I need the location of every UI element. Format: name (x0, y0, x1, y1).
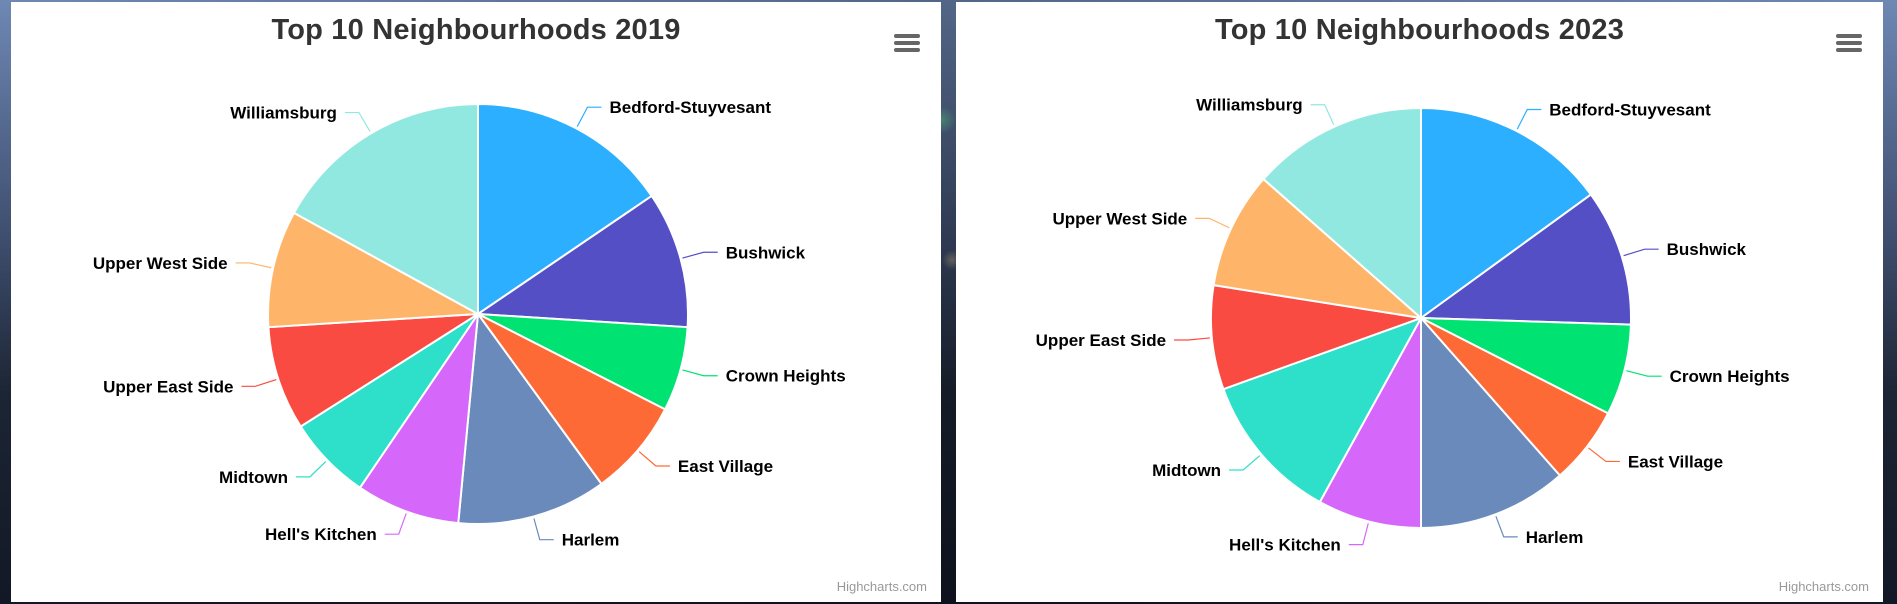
data-label-midtown: Midtown (1152, 461, 1221, 480)
data-label-williamsburg: Williamsburg (1196, 96, 1303, 115)
data-label-upper-east-side: Upper East Side (1036, 331, 1166, 350)
data-label-upper-west-side: Upper West Side (93, 254, 228, 273)
menu-bar (894, 41, 920, 45)
menu-bar (894, 48, 920, 52)
pie-slice-williamsburg[interactable] (1262, 107, 1422, 319)
menu-bar (1836, 34, 1862, 38)
data-label-bushwick: Bushwick (726, 243, 806, 262)
menu-bar (1836, 41, 1862, 45)
data-label-east-village: East Village (1628, 452, 1723, 471)
pie-slices (267, 103, 689, 525)
pie-slice-harlem[interactable] (1420, 317, 1561, 529)
connector-harlem (533, 518, 554, 541)
pie-slice-hell-s-kitchen[interactable] (1318, 317, 1422, 529)
pie-slice-east-village[interactable] (477, 313, 667, 485)
connector-upper-east-side (1174, 337, 1210, 341)
hamburger-menu-icon[interactable] (1833, 30, 1865, 56)
pie-slice-upper-west-side[interactable] (1212, 178, 1422, 319)
connector-bedford-stuyvesant (1516, 108, 1542, 130)
data-label-upper-west-side: Upper West Side (1052, 209, 1187, 228)
pie-slice-hell-s-kitchen[interactable] (358, 313, 479, 525)
connector-bushwick (1623, 248, 1659, 257)
credits-link[interactable]: Highcharts.com (1778, 579, 1869, 594)
connector-midtown (295, 461, 327, 478)
data-label-bushwick: Bushwick (1667, 240, 1747, 259)
data-label-harlem: Harlem (1526, 528, 1584, 547)
data-label-east-village: East Village (678, 457, 773, 476)
connector-harlem (1495, 516, 1518, 538)
pie-slice-midtown[interactable] (1222, 317, 1422, 504)
pie-slice-harlem[interactable] (457, 313, 603, 525)
chart-panel-2019: Top 10 Neighbourhoods 2019 Bedford-Stuyv… (11, 2, 941, 602)
chart-title: Top 10 Neighbourhoods 2019 (271, 14, 681, 46)
data-label-bedford-stuyvesant: Bedford-Stuyvesant (609, 98, 771, 117)
pie-slice-upper-east-side[interactable] (267, 313, 479, 428)
connector-bedford-stuyvesant (576, 106, 602, 127)
data-label-crown-heights: Crown Heights (1670, 367, 1790, 386)
pie-slice-bushwick[interactable] (1420, 193, 1632, 326)
pie-slice-upper-east-side[interactable] (1210, 284, 1422, 391)
pie-chart-2023: Bedford-Stuyvesant Bushwick Crown Heights E… (1036, 96, 1790, 555)
connector-crown-heights (682, 369, 718, 377)
pie-slice-bushwick[interactable] (477, 194, 689, 329)
hamburger-menu-icon[interactable] (891, 30, 923, 56)
pie-slice-upper-west-side[interactable] (267, 211, 479, 329)
connector-williamsburg (1310, 104, 1335, 126)
data-label-harlem: Harlem (562, 531, 620, 550)
menu-bar (894, 34, 920, 38)
pie-slice-bedford-stuyvesant[interactable] (1420, 107, 1592, 319)
connector-upper-west-side (235, 262, 272, 269)
connector-williamsburg (344, 111, 371, 132)
connector-east-village (1588, 447, 1620, 463)
chart-panel-2023: Top 10 Neighbourhoods 2023 Bedford-Stuyv… (956, 2, 1883, 602)
data-label-bedford-stuyvesant: Bedford-Stuyvesant (1549, 101, 1711, 120)
pie-slices (1210, 107, 1632, 529)
connector-east-village (638, 451, 670, 467)
data-label-midtown: Midtown (219, 468, 288, 487)
connector-bushwick (682, 251, 718, 259)
connector-crown-heights (1626, 370, 1662, 377)
pie-slice-bedford-stuyvesant[interactable] (477, 103, 653, 315)
data-label-hell-s-kitchen: Hell's Kitchen (265, 525, 377, 544)
pie-slice-williamsburg[interactable] (292, 103, 479, 315)
connector-upper-east-side (241, 378, 277, 387)
credits-link[interactable]: Highcharts.com (836, 579, 927, 594)
pie-labels: Bedford-Stuyvesant Bushwick Crown Heights E… (1036, 96, 1790, 555)
data-label-williamsburg: Williamsburg (230, 104, 337, 123)
connector-hell-s-kitchen (1348, 523, 1369, 546)
pie-labels: Bedford-Stuyvesant Bushwick Crown Heights E… (93, 98, 846, 550)
data-label-crown-heights: Crown Heights (726, 367, 846, 386)
data-label-hell-s-kitchen: Hell's Kitchen (1229, 536, 1341, 555)
connector-midtown (1229, 455, 1261, 471)
data-label-upper-east-side: Upper East Side (103, 377, 233, 396)
connector-hell-s-kitchen (384, 513, 407, 535)
chart-title: Top 10 Neighbourhoods 2023 (1214, 14, 1625, 46)
connector-upper-west-side (1195, 217, 1230, 229)
menu-bar (1836, 48, 1862, 52)
pie-chart-2019: Bedford-Stuyvesant Bushwick Crown Heights E… (93, 98, 846, 550)
